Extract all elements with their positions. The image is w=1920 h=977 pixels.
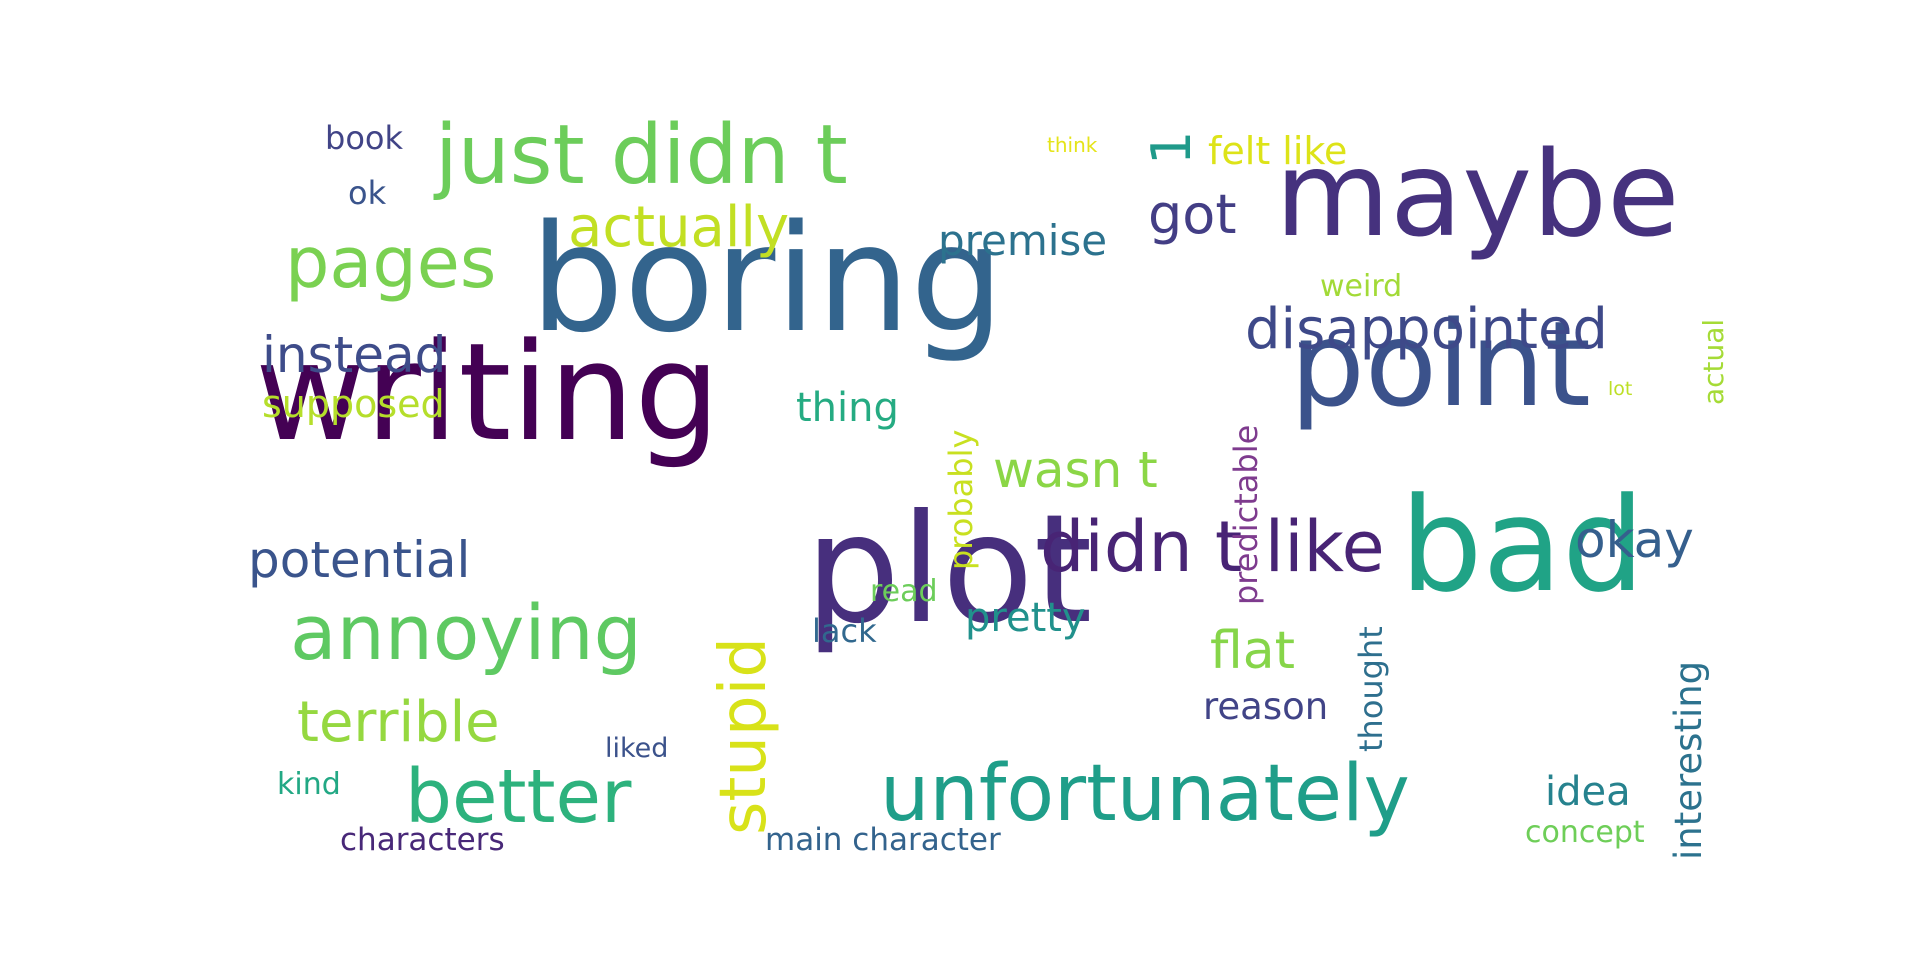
word-annoying: annoying [290, 588, 642, 677]
word-pretty: pretty [965, 595, 1086, 641]
word-think: think [1047, 133, 1098, 157]
word-bad: bad [1400, 469, 1645, 621]
word-lot: lot [1608, 378, 1633, 400]
word-kind: kind [277, 767, 341, 802]
word-maybe: maybe [1275, 125, 1680, 263]
word-reason: reason [1203, 685, 1329, 728]
word-pages: pages [285, 222, 497, 304]
word-flat: flat [1210, 621, 1296, 681]
word-point: point [1290, 295, 1591, 433]
word-just-didnt: just didn t [435, 108, 848, 203]
word-terrible: terrible [297, 690, 500, 755]
word-boring: boring [530, 193, 1005, 365]
word-concept: concept [1525, 815, 1645, 850]
word-weird: weird [1320, 269, 1403, 304]
word-idea: idea [1545, 769, 1631, 815]
word-supposed: supposed [262, 382, 445, 426]
word-better: better [405, 754, 632, 840]
word-writing: writing [255, 314, 721, 471]
word-unfortunately: unfortunately [880, 749, 1410, 839]
word-premise: premise [938, 216, 1108, 265]
word-predictable: predictable [1227, 424, 1265, 605]
word-disappointed: disappointed [1245, 297, 1608, 362]
word-plot: plot [805, 483, 1093, 657]
word-characters: characters [340, 822, 505, 858]
word-main-character: main character [765, 822, 1001, 858]
word-read: read [870, 574, 938, 609]
word-probably: probably [942, 429, 980, 570]
word-lack: lack [812, 612, 877, 650]
word-okay: okay [1575, 511, 1694, 569]
word-potential: potential [248, 531, 471, 589]
word-actually: actually [568, 195, 790, 260]
word-got: got [1148, 183, 1237, 246]
word-actual: actual [1697, 318, 1730, 405]
word-instead: instead [262, 326, 447, 384]
word-book: book [325, 119, 403, 157]
word-stupid: stupid [707, 636, 781, 835]
word-didnt-like: didn t like [1040, 506, 1385, 588]
word-1: 1 [1140, 130, 1203, 165]
word-wasnt: wasn t [993, 441, 1158, 499]
word-thing: thing [796, 385, 899, 431]
word-liked: liked [605, 733, 669, 764]
word-interesting: interesting [1667, 660, 1710, 860]
word-ok: ok [348, 174, 387, 212]
word-felt-like: felt like [1208, 129, 1348, 173]
word-thought: thought [1352, 626, 1390, 752]
